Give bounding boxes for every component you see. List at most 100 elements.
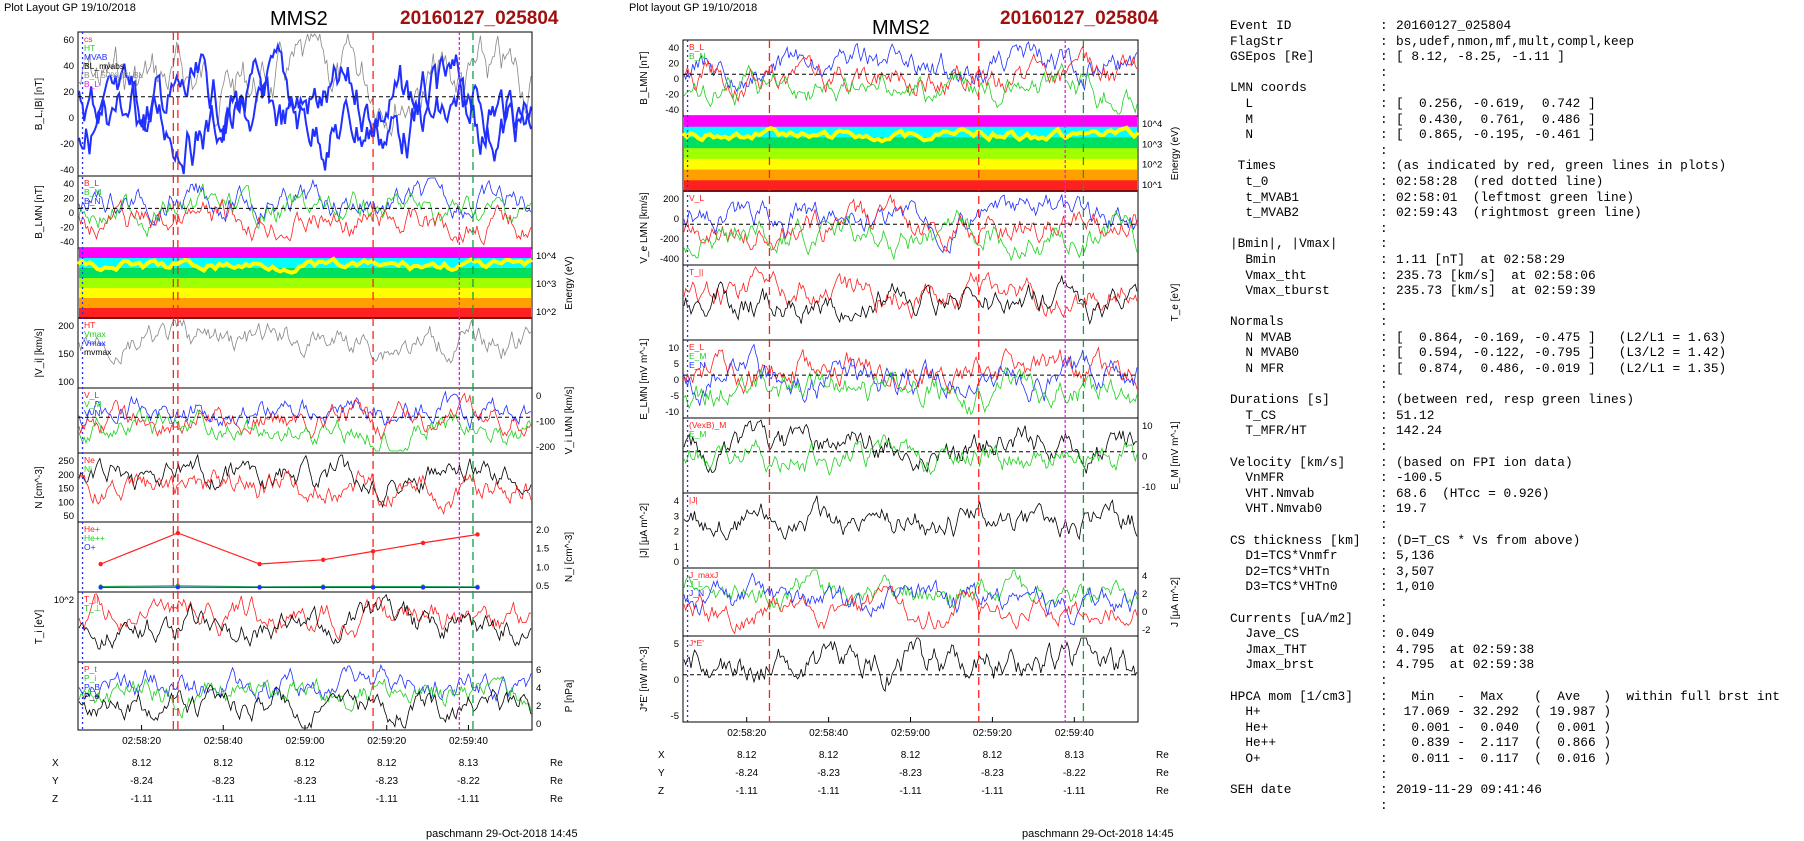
spectrogram-band: [79, 308, 531, 319]
coord-row-label: X: [52, 758, 59, 769]
info-row: Jave_CS:0.049: [1230, 626, 1780, 642]
info-row: D1=TCS*Vnmfr:5,136: [1230, 548, 1780, 564]
info-key: D1=TCS*Vnmfr: [1230, 548, 1338, 564]
coord-value: 8.12: [214, 758, 234, 769]
info-colon: :: [1380, 329, 1388, 345]
series-line: [78, 663, 532, 704]
panel-frame: [77, 387, 533, 454]
info-colon: :: [1380, 470, 1388, 486]
info-key: Normals: [1230, 314, 1284, 330]
spectrogram-band: [684, 169, 1137, 182]
legend-entry: MVAB: [84, 52, 108, 62]
axis-label: B_LMN [nT]: [34, 185, 45, 239]
info-value: Min - Max ( Ave ) within full brst int: [1396, 688, 1780, 704]
panel-frame: [682, 417, 1139, 494]
info-row: t_MVAB1:02:58:01 (leftmost green line): [1230, 190, 1780, 206]
info-row: LMN coords:: [1230, 80, 1780, 96]
coord-value: -8.23: [294, 776, 317, 787]
tick-label: -40: [665, 105, 679, 116]
tick-label: 10^2: [536, 307, 556, 318]
spectrogram-band: [684, 148, 1137, 160]
coord-value: -8.24: [130, 776, 153, 787]
series-line: [78, 41, 532, 141]
series-line: [78, 177, 532, 227]
info-value: 1.11 [nT] at 02:58:29: [1396, 251, 1565, 267]
legend-entry: J_maxJ: [689, 570, 718, 580]
info-colon: :: [1380, 501, 1388, 517]
coord-value: 8.13: [1065, 750, 1085, 761]
legend-entry: V_M: [84, 399, 101, 409]
info-colon: :: [1380, 439, 1388, 455]
info-value: 02:58:01 (leftmost green line): [1396, 189, 1635, 205]
tick-label: -40: [60, 237, 74, 248]
info-key: H+: [1230, 704, 1261, 720]
series-line: [78, 33, 532, 138]
tick-label: 0: [536, 391, 541, 402]
coord-value: -8.22: [1063, 768, 1086, 779]
tick-label: 5: [674, 639, 679, 650]
series-line: [78, 593, 532, 641]
info-key: He++: [1230, 735, 1277, 751]
info-key: FlagStr: [1230, 33, 1284, 49]
axis-label: V_i LMN [km/s]: [564, 386, 575, 454]
data-point: [320, 585, 326, 590]
info-colon: :: [1380, 251, 1388, 267]
coord-value: -8.23: [212, 776, 235, 787]
tick-label: 200: [663, 194, 679, 205]
info-value: 142.24: [1396, 423, 1443, 439]
legend-entry: B_N: [689, 51, 706, 61]
data-point: [320, 557, 326, 563]
info-key: Durations [s]: [1230, 392, 1330, 408]
legend-entry: O+: [84, 542, 96, 552]
spectrogram-texture: [76, 256, 533, 275]
left-spacecraft: MMS2: [270, 8, 328, 30]
info-value: 51.12: [1396, 407, 1435, 423]
figure-plots: B_L,|B| [nT]6040200-20-40csHTMVABBL_mvab…: [34, 31, 1181, 805]
tick-label: -40: [60, 165, 74, 176]
series-line: [683, 194, 1138, 254]
info-colon: :: [1380, 189, 1388, 205]
tick-label: 10^3: [536, 279, 556, 290]
info-colon: :: [1380, 49, 1388, 65]
left-footer: paschmann 29-Oct-2018 14:45: [426, 828, 578, 840]
info-key: O+: [1230, 750, 1261, 766]
x-tick-label: 02:58:40: [809, 728, 848, 739]
info-row: Jmax_brst:4.795 at 02:59:38: [1230, 657, 1780, 673]
left-event-id: 20160127_025804: [400, 8, 559, 29]
legend-entry: T_⊥: [84, 603, 102, 613]
info-colon: :: [1380, 267, 1388, 283]
coord-value: 8.12: [983, 750, 1003, 761]
info-value: -100.5: [1396, 470, 1443, 486]
tick-label: 0: [674, 74, 679, 85]
series-line: [683, 637, 1138, 693]
series-line: [683, 193, 1138, 252]
coord-value: -1.11: [212, 794, 234, 805]
tick-label: 20: [63, 194, 74, 205]
data-point: [420, 585, 426, 590]
tick-label: 200: [58, 321, 74, 332]
info-colon: :: [1380, 407, 1388, 423]
series-line: [683, 209, 1138, 262]
series-line: [683, 343, 1138, 406]
legend-entry: (VexB)_M: [689, 420, 726, 430]
spectrogram-band: [79, 268, 531, 279]
info-row: :: [1230, 767, 1780, 783]
info-colon: :: [1380, 33, 1388, 49]
coord-unit: Re: [1156, 768, 1169, 779]
info-colon: :: [1380, 579, 1388, 595]
tick-label: 0: [536, 719, 541, 730]
series-line: [683, 266, 1138, 320]
info-row: D2=TCS*VHTn:3,507: [1230, 564, 1780, 580]
data-point: [370, 549, 376, 554]
legend-entry: BL_mvabs: [84, 61, 124, 71]
info-row: :: [1230, 595, 1780, 611]
info-colon: :: [1380, 517, 1388, 532]
info-value: 0.839 - 2.117 ( 0.866 ): [1396, 735, 1612, 751]
info-colon: :: [1380, 641, 1388, 657]
info-row: t_MVAB2:02:59:43 (rightmost green line): [1230, 205, 1780, 221]
info-row: :: [1230, 143, 1780, 159]
coord-value: -1.11: [457, 794, 479, 805]
tick-label: 150: [58, 484, 74, 495]
tick-label: -5: [671, 391, 679, 402]
series-line: [683, 495, 1138, 541]
